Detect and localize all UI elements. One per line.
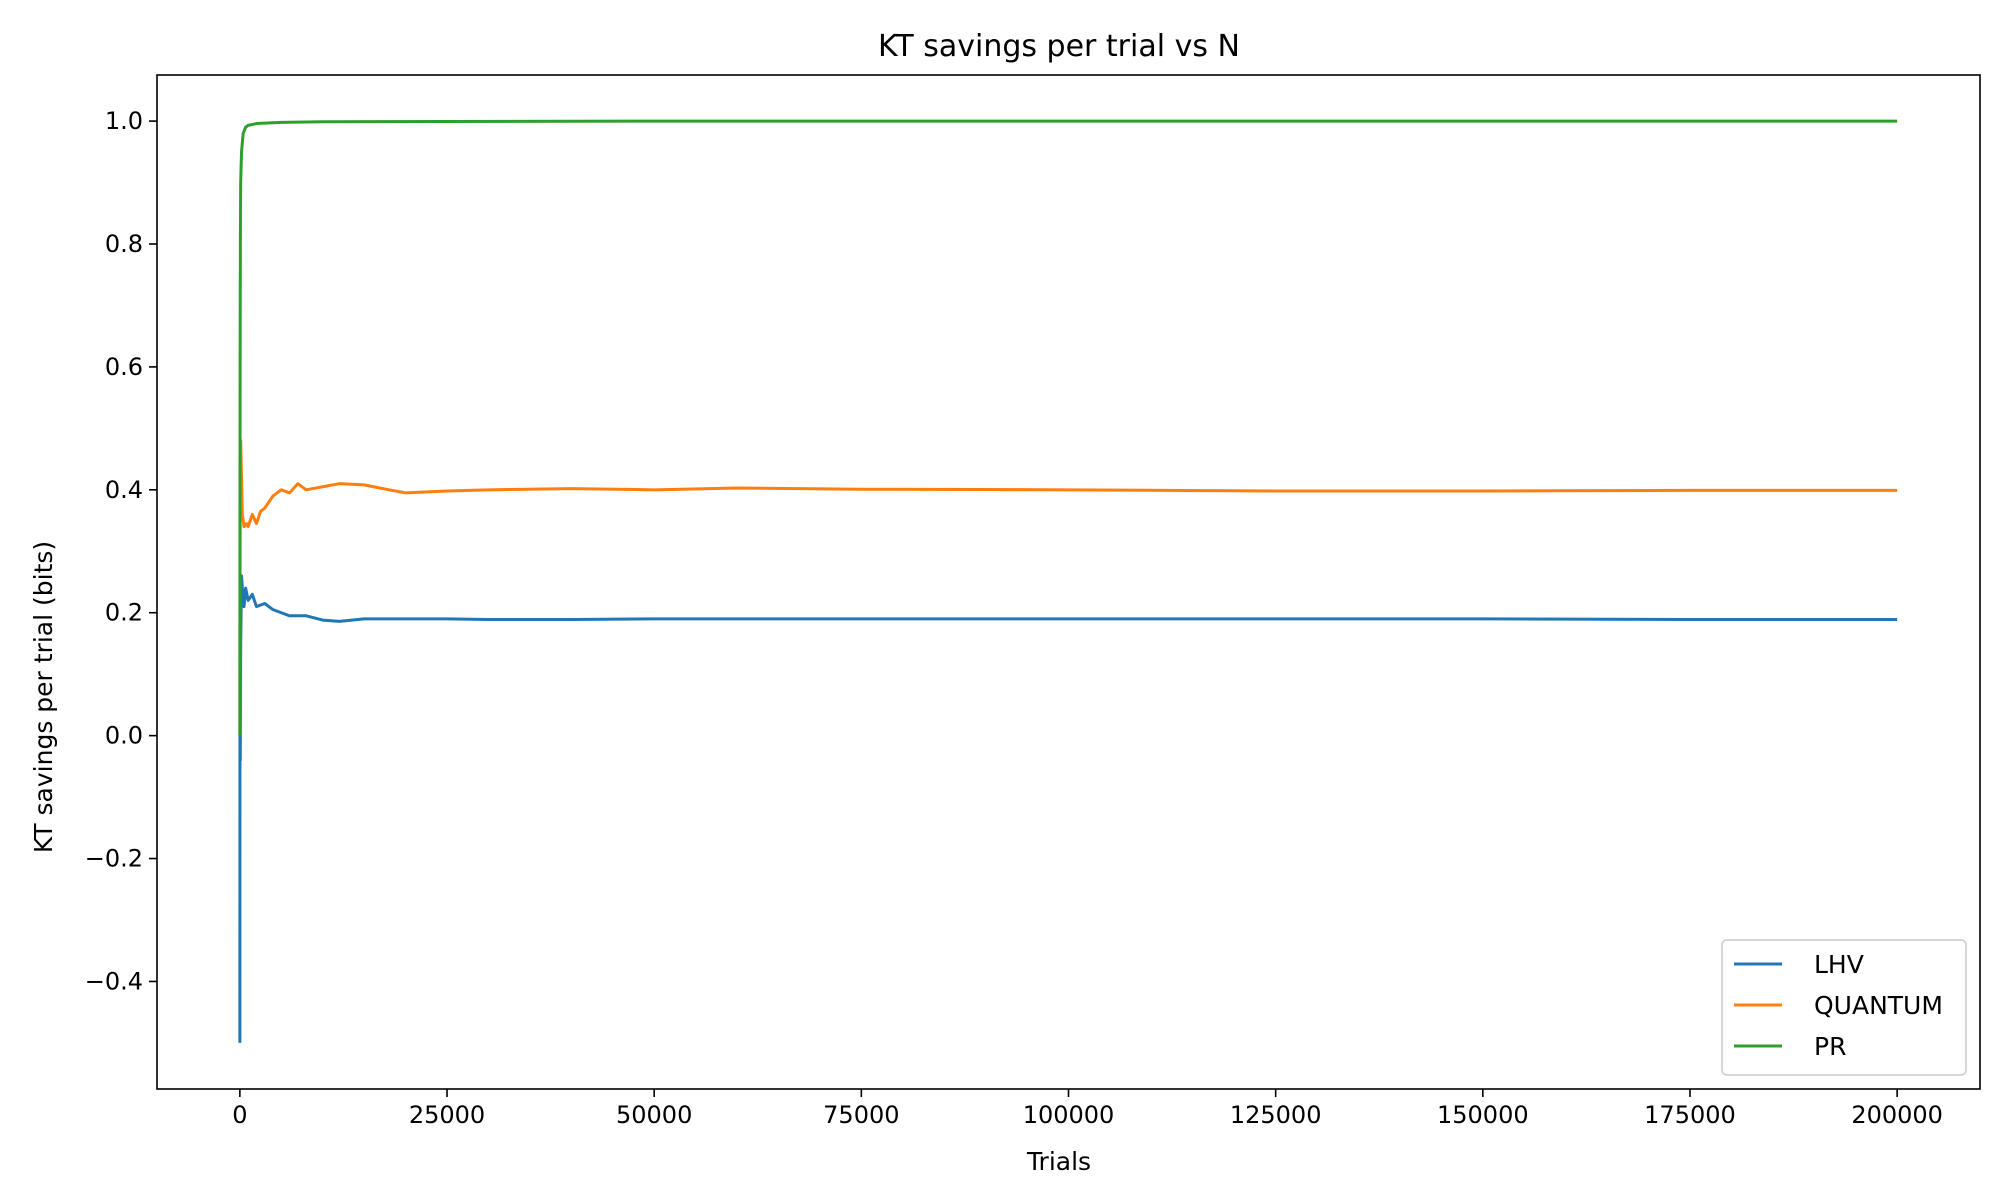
y-axis-title: KT savings per trial (bits) — [29, 541, 58, 853]
x-tick-label: 75000 — [823, 1101, 899, 1129]
y-tick-label: 0.0 — [105, 722, 143, 750]
x-tick-label: 25000 — [409, 1101, 485, 1129]
y-tick-label: 0.8 — [105, 230, 143, 258]
y-tick-label: −0.4 — [85, 967, 143, 995]
x-axis-title: Trials — [1026, 1147, 1091, 1176]
y-tick-label: 0.6 — [105, 353, 143, 381]
legend-box — [1721, 939, 1967, 1076]
y-tick-label: 0.2 — [105, 599, 143, 627]
series-line-lhv — [238, 574, 1898, 1043]
x-tick-label: 0 — [232, 1101, 247, 1129]
x-tick-label: 125000 — [1230, 1101, 1322, 1129]
y-tick-label: 1.0 — [105, 107, 143, 135]
plot-area: 0 25000 50000 75000 100000 125000 150000 175000… — [85, 74, 1981, 1129]
series-line-quantum — [238, 439, 1898, 736]
legend-label-quantum: QUANTUM — [1814, 991, 1943, 1020]
y-tick-label: 0.4 — [105, 476, 143, 504]
series-group — [238, 119, 1898, 1043]
x-tick-label: 50000 — [616, 1101, 692, 1129]
x-tick-label: 100000 — [1023, 1101, 1115, 1129]
x-tick-label: 175000 — [1644, 1101, 1736, 1129]
chart-title: KT savings per trial vs N — [878, 29, 1240, 64]
y-tick-label: −0.2 — [85, 845, 143, 873]
x-tick-label: 200000 — [1851, 1101, 1943, 1129]
legend-label-lhv: LHV — [1814, 950, 1864, 979]
series-line-pr — [238, 119, 1898, 736]
x-tick-label: 150000 — [1437, 1101, 1529, 1129]
legend-label-pr: PR — [1814, 1032, 1846, 1061]
legend: LHV QUANTUM PR — [1721, 939, 1967, 1076]
